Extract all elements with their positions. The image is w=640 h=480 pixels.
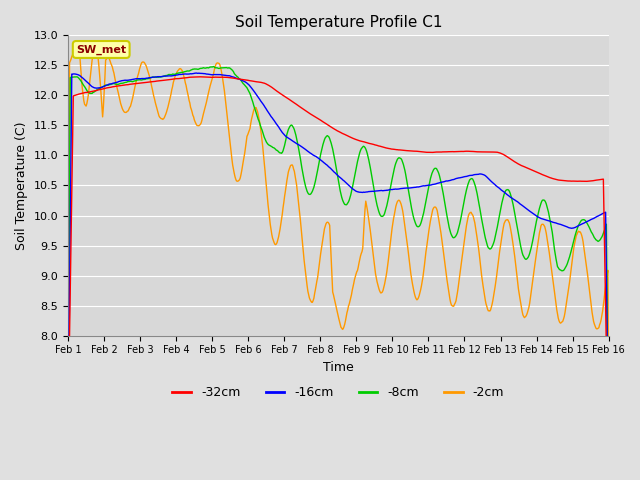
Title: Soil Temperature Profile C1: Soil Temperature Profile C1 <box>235 15 442 30</box>
Y-axis label: Soil Temperature (C): Soil Temperature (C) <box>15 121 28 250</box>
X-axis label: Time: Time <box>323 361 354 374</box>
Legend: -32cm, -16cm, -8cm, -2cm: -32cm, -16cm, -8cm, -2cm <box>168 382 509 405</box>
Text: SW_met: SW_met <box>76 44 126 55</box>
